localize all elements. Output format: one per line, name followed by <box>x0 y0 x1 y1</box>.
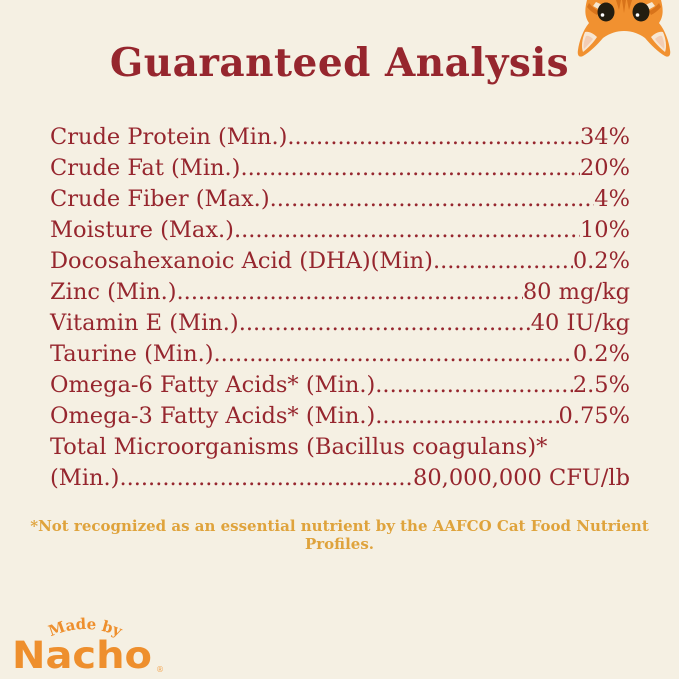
analysis-row-crude-protein: Crude Protein (Min.) 34% <box>50 124 630 155</box>
nutrient-label: Omega-6 Fatty Acids* (Min.) <box>50 372 376 398</box>
analysis-row-omega-3: Omega-3 Fatty Acids* (Min.) 0.75% <box>50 403 630 434</box>
analysis-row-taurine: Taurine (Min.) 0.2% <box>50 341 630 372</box>
dot-leader <box>234 217 580 243</box>
analysis-row-vitamin-e: Vitamin E (Min.) 40 IU/kg <box>50 310 630 341</box>
nutrient-value: 0.75% <box>558 403 630 429</box>
analysis-row-moisture: Moisture (Max.) 10% <box>50 217 630 248</box>
dot-leader <box>177 279 523 305</box>
nutrient-label: Taurine (Min.) <box>50 341 214 367</box>
nutrient-value: 80 mg/kg <box>522 279 630 305</box>
analysis-row-crude-fiber: Crude Fiber (Max.) 4% <box>50 186 630 217</box>
dot-leader <box>214 341 573 367</box>
analysis-row-omega-6: Omega-6 Fatty Acids* (Min.) 2.5% <box>50 372 630 403</box>
aafco-footnote: *Not recognized as an essential nutrient… <box>30 517 649 553</box>
nutrient-value: 20% <box>579 155 630 181</box>
nutrient-label: Crude Fiber (Max.) <box>50 186 270 212</box>
nutrient-value: 80,000,000 CFU/lb <box>413 465 630 491</box>
dot-leader <box>239 310 531 336</box>
dot-leader <box>119 465 413 491</box>
nutrient-label: Docosahexanoic Acid (DHA)(Min) <box>50 248 433 274</box>
nutrient-value: 40 IU/kg <box>530 310 630 336</box>
nutrient-label: Crude Fat (Min.) <box>50 155 241 181</box>
nutrient-value: 34% <box>579 124 630 150</box>
analysis-row-dha: Docosahexanoic Acid (DHA)(Min) 0.2% <box>50 248 630 279</box>
nutrient-label: (Min.) <box>50 465 120 491</box>
brand-name: Nacho <box>12 634 152 677</box>
nutrient-label: Crude Protein (Min.) <box>50 124 288 150</box>
nutrient-value: 0.2% <box>572 248 630 274</box>
nutrient-label: Total Microorganisms (Bacillus coagulans… <box>50 434 548 460</box>
nutrient-label: Omega-3 Fatty Acids* (Min.) <box>50 403 376 429</box>
analysis-list: Crude Protein (Min.) 34% Crude Fat (Min.… <box>50 124 630 496</box>
nutrient-label: Moisture (Max.) <box>50 217 234 243</box>
cat-peeking-icon <box>577 0 671 57</box>
analysis-row-crude-fat: Crude Fat (Min.) 20% <box>50 155 630 186</box>
nutrient-value: 4% <box>594 186 630 212</box>
dot-leader <box>433 248 573 274</box>
nutrient-value: 0.2% <box>572 341 630 367</box>
dot-leader <box>375 403 558 429</box>
nutrient-label: Zinc (Min.) <box>50 279 177 305</box>
dot-leader <box>270 186 595 212</box>
dot-leader <box>240 155 580 181</box>
analysis-row-microorganisms-min: (Min.) 80,000,000 CFU/lb <box>50 465 630 496</box>
registered-trademark-icon: ® <box>156 665 164 674</box>
dot-leader <box>375 372 573 398</box>
analysis-row-microorganisms: Total Microorganisms (Bacillus coagulans… <box>50 434 630 465</box>
made-by-nacho-logo: Made by Nacho ® <box>12 615 164 677</box>
nutrient-value: 2.5% <box>572 372 630 398</box>
nutrient-label: Vitamin E (Min.) <box>50 310 239 336</box>
page-title: Guaranteed Analysis <box>109 40 570 86</box>
nutrient-value: 10% <box>579 217 630 243</box>
dot-leader <box>287 124 580 150</box>
analysis-row-zinc: Zinc (Min.) 80 mg/kg <box>50 279 630 310</box>
